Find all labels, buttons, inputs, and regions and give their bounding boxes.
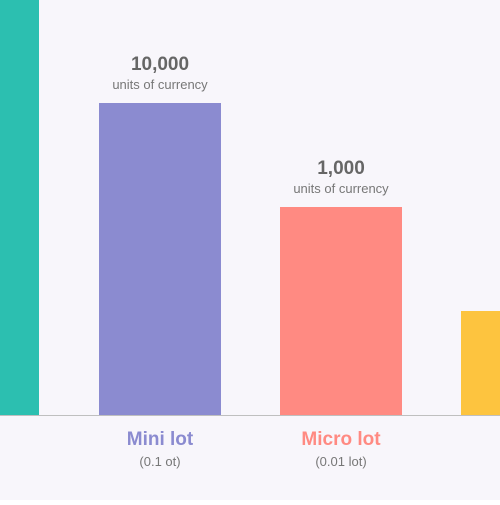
unit-label-mini-lot: units of currency — [112, 77, 208, 92]
category-label-mini-lot: Mini lot — [127, 429, 194, 450]
unit-label-micro-lot: units of currency — [293, 181, 389, 196]
bar-mini-lot — [99, 103, 221, 415]
value-label-mini-lot: 10,000 — [131, 54, 189, 75]
value-label-micro-lot: 1,000 — [317, 158, 365, 179]
bar-nano-lot — [461, 311, 500, 415]
bar-micro-lot — [280, 207, 402, 415]
category-label-micro-lot: Micro lot — [301, 429, 381, 450]
category-sublabel-mini-lot: (0.1 ot) — [139, 454, 180, 469]
bar-standard-lot — [0, 0, 39, 415]
category-sublabel-micro-lot: (0.01 lot) — [315, 454, 366, 469]
